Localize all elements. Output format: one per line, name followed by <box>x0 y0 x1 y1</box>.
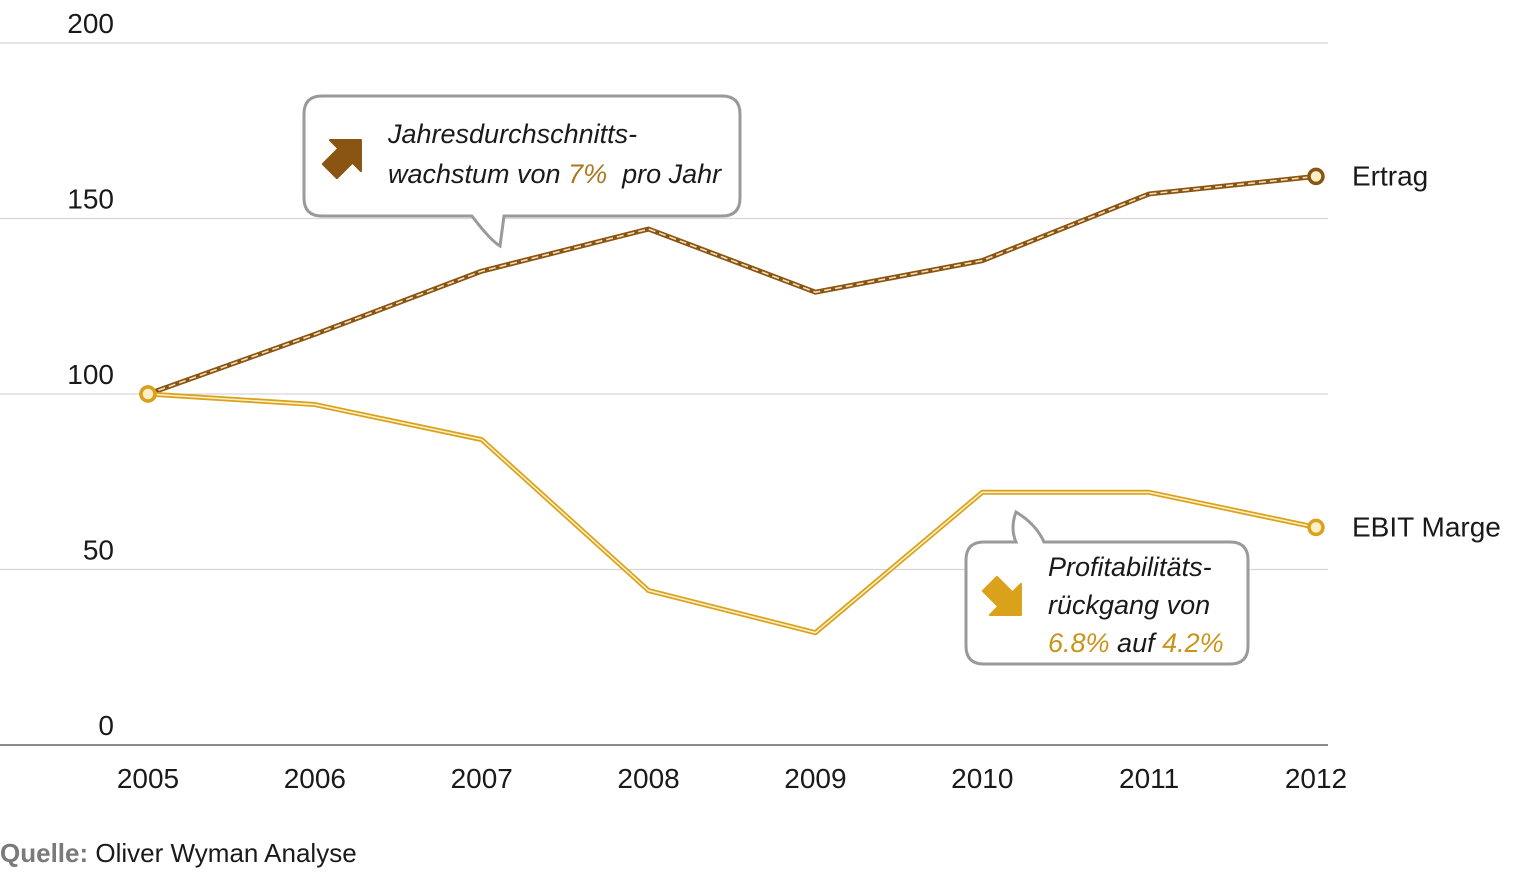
y-axis-ticks: 0 50 100 150 200 <box>67 8 114 741</box>
callout-profit-auf: auf <box>1109 628 1163 658</box>
series-line-inner-ertrag <box>147 175 1317 395</box>
source-note: Quelle: Oliver Wyman Analyse <box>0 838 357 869</box>
callout-shapes <box>302 94 1250 666</box>
y-tick-50: 50 <box>83 535 114 566</box>
x-tick-2010: 2010 <box>951 763 1013 794</box>
grid-lines <box>0 42 1328 746</box>
callout-growth-percent: 7% <box>568 159 608 189</box>
callout-growth-text-a: wachstum von <box>388 159 569 189</box>
arrow-up-right-icon <box>321 139 362 180</box>
x-tick-2005: 2005 <box>117 763 179 794</box>
x-axis-ticks: 2005 2006 2007 2008 2009 2010 2011 2012 <box>117 763 1347 794</box>
x-tick-2009: 2009 <box>784 763 846 794</box>
callout-profit-line1: Profitabilitäts- <box>1048 552 1212 582</box>
callout-profit-line2: rückgang von <box>1048 590 1211 620</box>
series-line-inner-ebit-marge <box>147 393 1317 634</box>
y-tick-150: 150 <box>67 184 114 215</box>
x-tick-2007: 2007 <box>451 763 513 794</box>
callout-growth-line2: wachstum von 7% pro Jahr <box>388 154 721 194</box>
y-tick-200: 200 <box>67 8 114 39</box>
series-lines <box>139 167 1325 636</box>
callout-growth-bubble <box>302 94 742 249</box>
arrow-down-right-icon <box>981 575 1022 616</box>
callout-profit-text: Profitabilitäts- rückgang von 6.8% auf 4… <box>1048 548 1224 662</box>
point-ertrag-2012 <box>1307 167 1325 186</box>
series-label-ertrag: Ertrag <box>1352 160 1428 191</box>
y-tick-100: 100 <box>67 359 114 390</box>
series-label-ebit-marge: EBIT Marge <box>1352 511 1501 542</box>
source-label: Quelle: <box>0 838 89 868</box>
point-ebit-marge-2012 <box>1307 518 1325 537</box>
x-tick-2008: 2008 <box>617 763 679 794</box>
callout-growth-text: Jahresdurchschnitts- wachstum von 7% pro… <box>388 114 721 194</box>
callout-profit-line3: 6.8% auf 4.2% <box>1048 624 1224 662</box>
x-tick-2006: 2006 <box>284 763 346 794</box>
callout-profit-bubble <box>964 509 1250 666</box>
series-labels: Ertrag EBIT Marge <box>1352 160 1501 542</box>
point-ebit-marge-2005 <box>139 385 157 403</box>
callout-growth-line1: Jahresdurchschnitts- <box>388 119 638 149</box>
source-text: Oliver Wyman Analyse <box>88 838 357 868</box>
callout-profit-to: 4.2% <box>1162 628 1224 658</box>
y-tick-0: 0 <box>98 710 114 741</box>
callout-profit-from: 6.8% <box>1048 628 1110 658</box>
x-tick-2011: 2011 <box>1119 763 1179 794</box>
callout-growth-text-c: pro Jahr <box>607 159 722 189</box>
x-tick-2012: 2012 <box>1285 763 1347 794</box>
